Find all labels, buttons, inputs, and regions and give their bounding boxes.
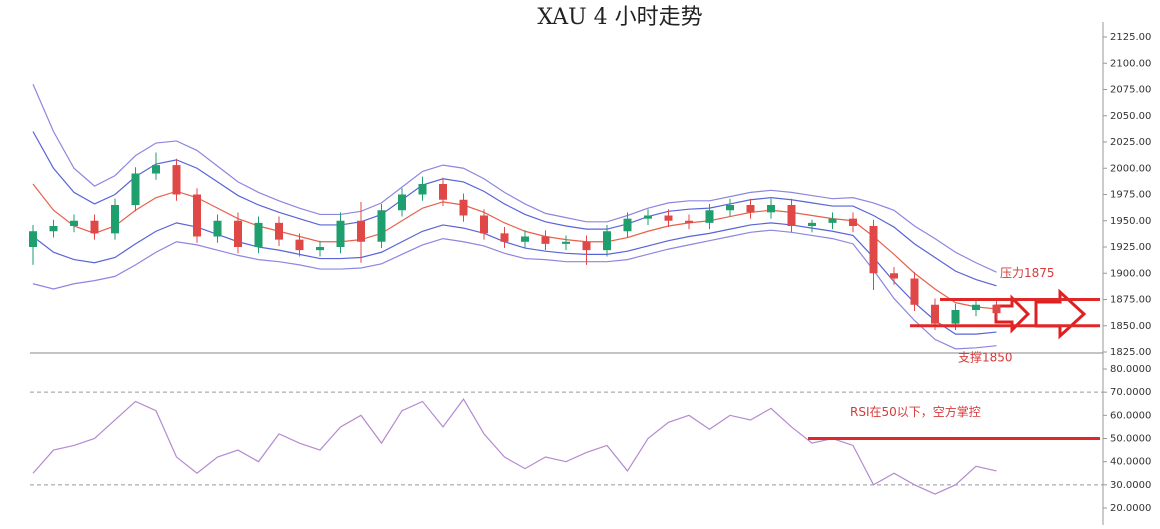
candle-body bbox=[295, 239, 304, 251]
candle-body bbox=[111, 205, 119, 234]
annotation: RSI在50以下，空方掌控 bbox=[850, 404, 981, 419]
y-tick-label: 60.0000 bbox=[1110, 410, 1151, 421]
y-tick-label: 80.0000 bbox=[1110, 364, 1151, 375]
candle-body bbox=[70, 220, 78, 226]
y-tick-label: 1925.00 bbox=[1110, 242, 1151, 253]
y-tick-label: 50.0000 bbox=[1110, 434, 1151, 445]
candle-body bbox=[357, 220, 365, 242]
annotation: 支撑1850 bbox=[958, 349, 1013, 364]
y-tick-label: 2025.00 bbox=[1110, 137, 1151, 148]
candle-body bbox=[746, 205, 755, 213]
candle-body bbox=[29, 231, 37, 247]
candle-body bbox=[890, 273, 898, 279]
candle-body bbox=[726, 205, 734, 211]
candle-body bbox=[951, 310, 960, 324]
candle-body bbox=[685, 220, 693, 223]
candle-body bbox=[377, 210, 386, 242]
y-tick-label: 1850.00 bbox=[1110, 321, 1151, 332]
candle-body bbox=[398, 194, 406, 211]
candle-body bbox=[275, 222, 283, 240]
candle-body bbox=[49, 226, 58, 232]
y-tick-label: 40.0000 bbox=[1110, 457, 1151, 468]
y-tick-label: 2050.00 bbox=[1110, 111, 1151, 122]
y-tick-label: 20.0000 bbox=[1110, 503, 1151, 514]
candle-body bbox=[254, 222, 263, 247]
candle-body bbox=[562, 241, 570, 244]
candle-body bbox=[316, 247, 324, 251]
line bbox=[32, 183, 997, 310]
y-tick-label: 2125.00 bbox=[1110, 32, 1151, 43]
candle-body bbox=[172, 165, 181, 195]
y-tick-label: 1975.00 bbox=[1110, 190, 1151, 201]
candle-body bbox=[521, 236, 529, 242]
arrow bbox=[994, 294, 1031, 334]
candle-body bbox=[541, 236, 550, 244]
line bbox=[32, 229, 997, 350]
candle-body bbox=[808, 222, 816, 226]
line bbox=[32, 131, 997, 287]
line bbox=[32, 84, 997, 273]
candle-body bbox=[500, 233, 509, 242]
candle-body bbox=[705, 210, 714, 223]
candle-body bbox=[623, 218, 632, 232]
candle-body bbox=[234, 220, 242, 247]
candle-body bbox=[480, 215, 488, 234]
candle-body bbox=[418, 184, 427, 195]
candle-body bbox=[213, 220, 222, 237]
chart-title: XAU 4 小时走势 bbox=[537, 5, 702, 30]
candle-body bbox=[931, 304, 939, 324]
y-tick-label: 1900.00 bbox=[1110, 268, 1151, 279]
candle-body bbox=[439, 184, 447, 200]
candle-body bbox=[828, 218, 837, 223]
candle-body bbox=[603, 231, 611, 251]
y-tick-label: 1875.00 bbox=[1110, 295, 1151, 306]
candle-body bbox=[992, 304, 1001, 314]
line bbox=[32, 222, 997, 335]
candle-body bbox=[767, 205, 775, 213]
candle-body bbox=[152, 165, 160, 174]
candle-body bbox=[193, 194, 201, 237]
annotation: 压力1875 bbox=[1000, 266, 1055, 280]
candle-body bbox=[869, 226, 878, 274]
candle-body bbox=[644, 215, 652, 219]
candle-body bbox=[582, 241, 591, 251]
y-tick-label: 2100.00 bbox=[1110, 58, 1151, 69]
y-tick-label: 1950.00 bbox=[1110, 216, 1151, 227]
candle-body bbox=[787, 205, 796, 226]
candle-body bbox=[336, 220, 345, 247]
y-tick-label: 1825.00 bbox=[1110, 347, 1151, 358]
y-tick-label: 2075.00 bbox=[1110, 85, 1151, 96]
y-tick-label: 70.0000 bbox=[1110, 387, 1151, 398]
candle-body bbox=[849, 218, 857, 226]
candle-body bbox=[910, 278, 919, 305]
candle-body bbox=[459, 199, 468, 216]
y-tick-label: 2000.00 bbox=[1110, 163, 1151, 174]
candle-body bbox=[90, 220, 99, 234]
candle-body bbox=[131, 173, 140, 205]
candle-body bbox=[664, 215, 673, 221]
y-tick-label: 30.0000 bbox=[1110, 480, 1151, 491]
candle-body bbox=[972, 304, 980, 310]
